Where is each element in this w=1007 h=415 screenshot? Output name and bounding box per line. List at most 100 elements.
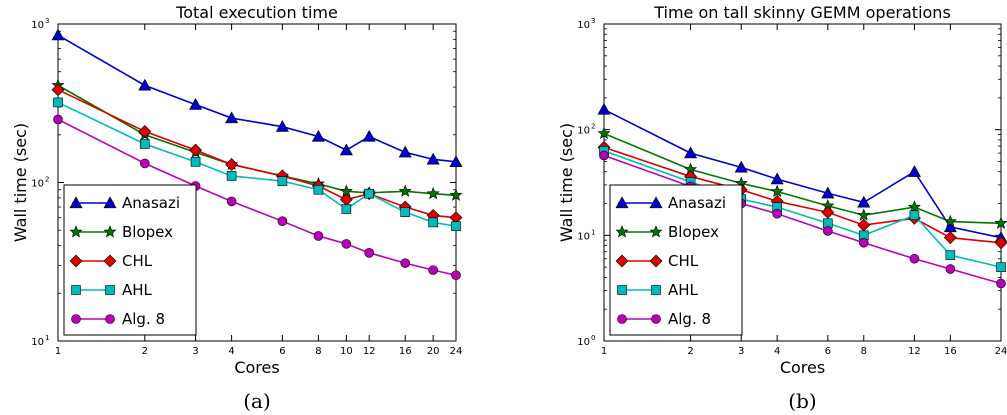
data-point	[277, 216, 288, 226]
y-tick-exponent: 2	[45, 176, 49, 184]
legend-box	[63, 184, 197, 336]
y-tick-exponent: 1	[591, 228, 595, 236]
series-anasazi	[597, 102, 1007, 243]
data-point	[53, 97, 63, 108]
plot-frame	[57, 23, 457, 342]
data-point	[275, 120, 289, 132]
x-tick-label: 8	[861, 346, 867, 357]
data-point	[313, 184, 324, 195]
legend-marker	[649, 196, 663, 209]
x-tick-label: 16	[399, 346, 412, 357]
legend-marker	[71, 285, 81, 295]
data-point	[311, 129, 325, 142]
legend-item: AHL	[617, 281, 699, 299]
legend-item: Alg. 8	[617, 310, 711, 328]
legend-item: Anasazi	[615, 194, 726, 212]
y-tick-label: 10	[31, 337, 44, 348]
data-point	[226, 196, 237, 207]
x-axis-label: Cores	[234, 358, 279, 377]
y-tick-label: 10	[577, 231, 590, 242]
y-tick-label: 10	[31, 179, 44, 190]
data-point	[313, 231, 324, 241]
legend-marker	[103, 254, 117, 268]
x-tick-label: 2	[687, 346, 693, 357]
data-point	[994, 236, 1007, 250]
y-tick-exponent: 2	[591, 123, 595, 131]
data-point	[770, 172, 784, 185]
data-point	[945, 264, 956, 274]
x-tick-label: 1	[601, 346, 607, 357]
legend-marker	[105, 285, 115, 295]
data-point	[909, 253, 920, 264]
chart-panel-b: 10 0 10 1 10 2 10 3 1 2 3 4 6 8 12 16 24 Time on tall ski…	[504, 0, 1007, 415]
x-tick-label: 24	[995, 346, 1007, 357]
x-tick-label: 12	[908, 346, 921, 357]
x-tick-label: 10	[340, 346, 353, 357]
legend-marker	[649, 225, 663, 238]
x-tick-label: 8	[315, 346, 321, 357]
x-tick-label: 3	[192, 346, 198, 357]
data-point	[339, 143, 353, 156]
chart-title: Time on tall skinny GEMM operations	[653, 3, 951, 22]
data-point	[449, 155, 463, 167]
legend-item: CHL	[615, 252, 699, 270]
data-point	[597, 102, 611, 115]
data-point	[428, 265, 438, 275]
legend-item: CHL	[69, 252, 153, 270]
legend-label: Blopex	[668, 223, 719, 241]
figure-caption: (a)	[243, 389, 271, 413]
legend-marker	[651, 285, 661, 295]
data-point	[341, 239, 352, 249]
legend-marker	[69, 225, 83, 238]
data-point	[51, 28, 65, 41]
data-point	[400, 207, 411, 217]
data-point	[140, 158, 150, 169]
data-point	[907, 165, 921, 177]
data-point	[225, 111, 239, 124]
y-axis-label: Wall time (sec)	[11, 123, 30, 242]
legend-label: AHL	[122, 281, 153, 299]
legend-item: Anasazi	[69, 194, 180, 212]
data-point	[189, 98, 203, 110]
x-tick-label: 6	[279, 346, 285, 357]
data-point	[428, 217, 438, 228]
legend: Anasazi Blopex CHL AHL Alg. 8	[63, 184, 197, 336]
y-axis-label: Wall time (sec)	[557, 123, 576, 242]
x-axis-label: Cores	[780, 358, 825, 377]
data-point	[190, 157, 201, 167]
legend-marker	[617, 314, 627, 324]
series-anasazi	[51, 28, 463, 167]
data-point	[943, 231, 957, 245]
y-tick-exponent: 3	[591, 17, 595, 25]
figure-caption: (b)	[788, 389, 816, 413]
data-point	[449, 188, 463, 201]
data-point	[362, 129, 376, 142]
data-point	[189, 143, 203, 157]
data-point	[909, 210, 920, 221]
legend-label: Anasazi	[668, 194, 726, 212]
data-point	[821, 205, 835, 219]
legend-label: Anasazi	[122, 194, 180, 212]
legend-marker	[615, 254, 629, 268]
data-point	[945, 250, 956, 260]
data-point	[996, 278, 1006, 289]
legend-marker	[69, 196, 83, 209]
legend-marker	[649, 254, 663, 268]
legend-marker	[617, 285, 627, 295]
legend-item: Blopex	[615, 223, 719, 241]
legend-label: Alg. 8	[122, 310, 165, 328]
legend-label: AHL	[668, 281, 699, 299]
data-point	[400, 258, 411, 268]
plot-frame	[603, 23, 1002, 342]
x-tick-label: 4	[228, 346, 234, 357]
data-point	[426, 186, 440, 200]
data-point	[994, 216, 1007, 229]
legend-label: CHL	[668, 252, 699, 270]
legend-marker	[103, 196, 117, 209]
y-tick-label: 10	[577, 337, 590, 348]
x-tick-label: 24	[450, 346, 463, 357]
data-point	[858, 237, 869, 248]
y-tick-label: 10	[577, 20, 590, 31]
